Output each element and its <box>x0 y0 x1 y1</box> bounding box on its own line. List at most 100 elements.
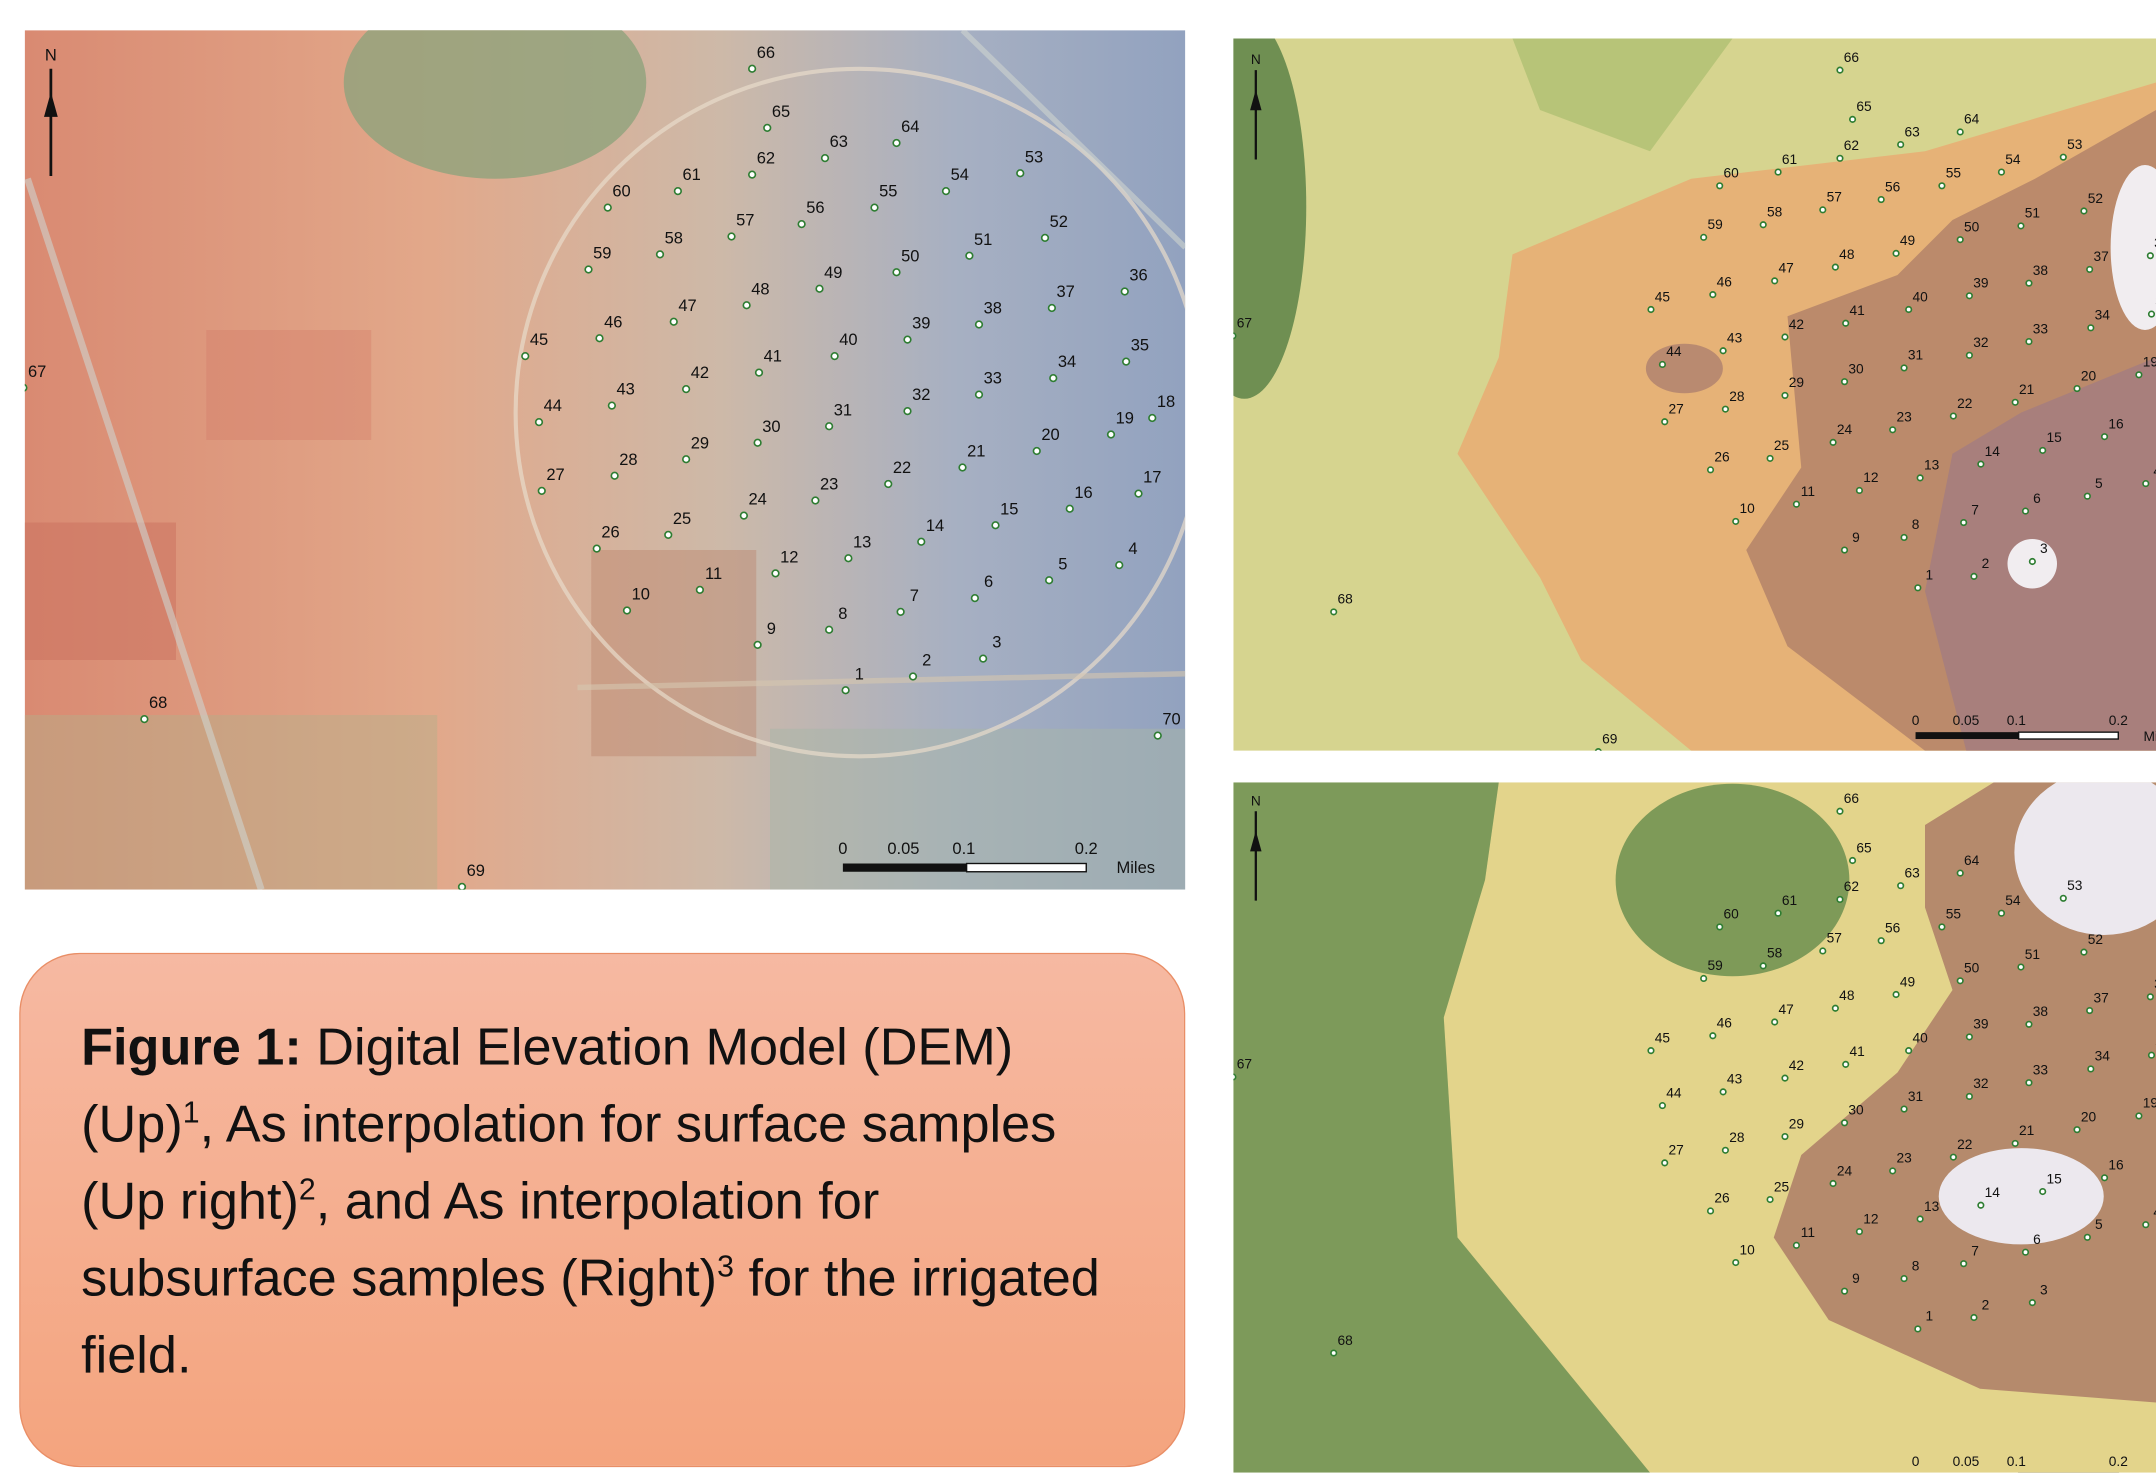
sample-point <box>1708 467 1713 472</box>
sample-point <box>1999 910 2004 915</box>
sample-point <box>1830 440 1835 445</box>
sample-label: 68 <box>149 694 167 712</box>
sample-point <box>2149 311 2154 316</box>
sample-label: 25 <box>1774 438 1790 453</box>
sample-point <box>1701 976 1706 981</box>
sample-point <box>943 188 950 195</box>
sample-point <box>2081 208 2086 213</box>
sample-point <box>1857 1229 1862 1234</box>
sample-point <box>1830 1181 1835 1186</box>
sample-label: 24 <box>748 491 766 509</box>
sample-label: 59 <box>593 245 611 263</box>
sample-point <box>2040 448 2045 453</box>
sample-label: 30 <box>1848 361 1864 376</box>
sample-point <box>772 570 779 577</box>
sample-point <box>871 204 878 211</box>
sample-point <box>1772 1019 1777 1024</box>
sample-point <box>2087 267 2092 272</box>
sample-label: 48 <box>751 280 769 298</box>
sample-label: 21 <box>967 443 985 461</box>
sample-label: 29 <box>1789 1116 1804 1131</box>
sample-label: 67 <box>1237 316 1252 331</box>
scale-label: 0.05 <box>1953 713 1980 728</box>
sample-label: 6 <box>2033 491 2041 506</box>
sample-label: 11 <box>1801 1225 1815 1240</box>
sample-label: 66 <box>1844 50 1860 65</box>
sample-label: 56 <box>1885 179 1901 194</box>
sample-label: 46 <box>604 313 622 331</box>
sample-point <box>1850 117 1855 122</box>
sample-point <box>611 472 618 479</box>
sample-label: 18 <box>1157 393 1175 411</box>
sample-point <box>683 386 690 393</box>
sample-label: 14 <box>1985 444 2001 459</box>
sample-point <box>2143 481 2148 486</box>
sample-label: 10 <box>1740 501 1756 516</box>
sample-point <box>2030 1300 2035 1305</box>
sample-point <box>1917 1216 1922 1221</box>
sample-point <box>2012 400 2017 405</box>
sample-label: 29 <box>691 434 709 452</box>
scale-label: 0.2 <box>2109 1454 2128 1469</box>
sample-point <box>1901 535 1906 540</box>
sample-point <box>816 285 823 292</box>
caption-box: Figure 1: Digital Elevation Model (DEM) … <box>19 953 1185 1467</box>
sample-label: 20 <box>2081 1109 2097 1124</box>
sample-point <box>893 269 900 276</box>
sample-label: 64 <box>1964 112 1980 127</box>
sample-label: 13 <box>1924 458 1940 473</box>
sample-label: 12 <box>780 548 798 566</box>
sample-point <box>976 391 983 398</box>
sample-point <box>2149 1052 2154 1057</box>
sample-point <box>2012 1141 2017 1146</box>
sample-label: 66 <box>1844 791 1860 806</box>
sample-point <box>822 155 829 162</box>
sample-label: 57 <box>736 212 754 230</box>
sample-label: 32 <box>1973 335 1988 350</box>
sample-label: 3 <box>2040 1282 2048 1297</box>
sample-point <box>831 353 838 360</box>
sample-point <box>1901 1276 1906 1281</box>
sample-label: 46 <box>1717 1015 1733 1030</box>
sample-label: 48 <box>1839 247 1855 262</box>
sample-point <box>826 626 833 633</box>
sample-point <box>2023 508 2028 513</box>
sample-label: 15 <box>1000 500 1018 518</box>
poster: 1234567891011121314151617181920212223242… <box>0 0 2156 1473</box>
sample-label: 2 <box>1982 1297 1990 1312</box>
sample-label: 34 <box>2095 1049 2111 1064</box>
sample-point <box>1842 1288 1847 1293</box>
sample-point <box>1915 1326 1920 1331</box>
sample-point <box>2088 1066 2093 1071</box>
sample-point <box>1775 169 1780 174</box>
sample-point <box>1906 1048 1911 1053</box>
sample-point <box>1775 910 1780 915</box>
sample-label: 26 <box>1714 1191 1730 1206</box>
sample-point <box>459 884 466 891</box>
sample-label: 26 <box>601 524 619 542</box>
sample-point <box>972 595 979 602</box>
sample-label: 58 <box>1767 205 1783 220</box>
sample-point <box>842 687 849 694</box>
sample-label: 13 <box>1924 1199 1940 1214</box>
sample-label: 1 <box>855 665 864 683</box>
sample-point <box>1898 883 1903 888</box>
sample-point <box>1961 1261 1966 1266</box>
sample-point <box>1893 251 1898 256</box>
sample-label: 3 <box>992 634 1001 652</box>
sample-label: 5 <box>2095 476 2103 491</box>
sample-point <box>1123 358 1130 365</box>
sample-label: 28 <box>619 451 637 469</box>
sample-point <box>1154 732 1161 739</box>
sample-label: 25 <box>1774 1179 1790 1194</box>
sample-label: 67 <box>28 363 46 381</box>
sample-label: 65 <box>772 103 790 121</box>
sample-point <box>1767 456 1772 461</box>
sample-point <box>1720 1089 1725 1094</box>
sample-point <box>976 321 983 328</box>
sample-point <box>1710 292 1715 297</box>
sample-label: 23 <box>1896 410 1912 425</box>
sample-label: 34 <box>1058 353 1076 371</box>
sample-point <box>1648 1048 1653 1053</box>
sample-point <box>1951 1154 1956 1159</box>
